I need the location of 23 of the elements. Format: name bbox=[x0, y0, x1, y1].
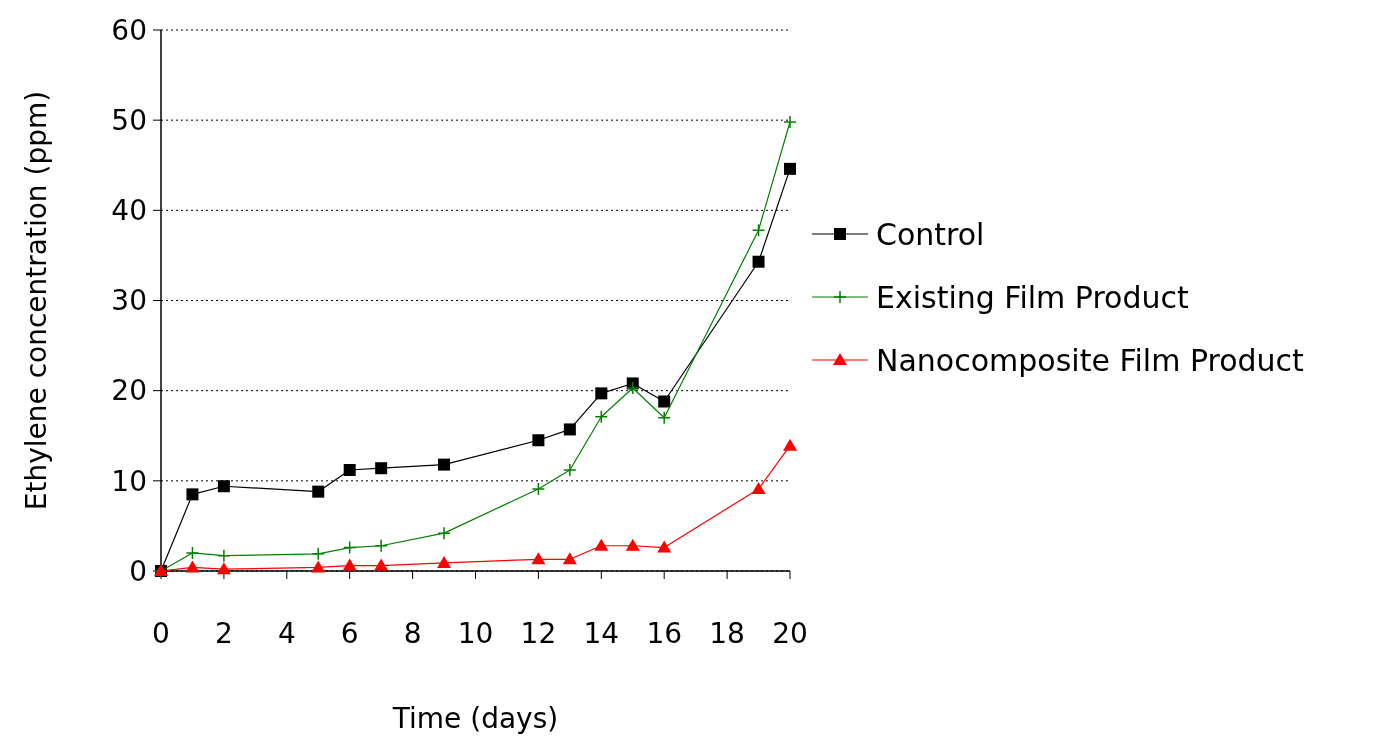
x-axis-title: Time (days) bbox=[391, 702, 559, 735]
x-tick-label: 20 bbox=[772, 617, 808, 650]
x-tick-label: 0 bbox=[152, 617, 170, 650]
x-tick-label: 2 bbox=[214, 617, 233, 650]
x-tick-label: 12 bbox=[520, 617, 557, 650]
x-tick-label: 8 bbox=[403, 617, 422, 650]
y-tick-label: 40 bbox=[111, 194, 147, 228]
x-tick-label: 18 bbox=[709, 617, 745, 650]
x-tick-label: 10 bbox=[457, 617, 494, 650]
y-tick-label: 20 bbox=[111, 374, 147, 408]
y-tick-label: 60 bbox=[111, 13, 147, 47]
y-tick-label: 0 bbox=[129, 554, 147, 588]
x-tick-label: 16 bbox=[646, 617, 683, 650]
x-tick-label: 4 bbox=[277, 617, 296, 650]
y-axis-title: Ethylene concentration (ppm) bbox=[20, 90, 53, 511]
y-tick-label: 10 bbox=[111, 464, 147, 498]
y-tick-label: 50 bbox=[111, 103, 147, 137]
legend-label: Nanocomposite Film Product bbox=[876, 342, 1305, 378]
x-tick-label: 14 bbox=[583, 617, 620, 650]
legend-label: Existing Film Product bbox=[876, 279, 1190, 315]
x-tick-label: 6 bbox=[340, 617, 359, 650]
legend-label: Control bbox=[876, 216, 985, 252]
y-tick-label: 30 bbox=[111, 284, 147, 318]
